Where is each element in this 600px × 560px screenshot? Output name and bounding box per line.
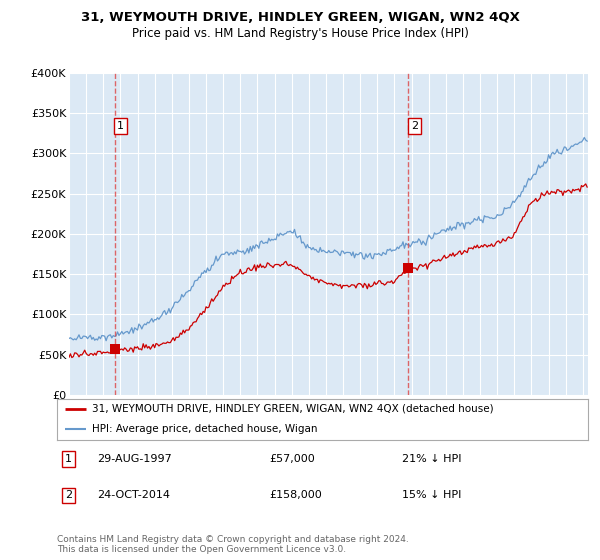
Text: Contains HM Land Registry data © Crown copyright and database right 2024.
This d: Contains HM Land Registry data © Crown c… bbox=[57, 535, 409, 554]
Text: 29-AUG-1997: 29-AUG-1997 bbox=[97, 454, 172, 464]
Text: HPI: Average price, detached house, Wigan: HPI: Average price, detached house, Wiga… bbox=[92, 424, 317, 435]
Text: Price paid vs. HM Land Registry's House Price Index (HPI): Price paid vs. HM Land Registry's House … bbox=[131, 27, 469, 40]
Text: 21% ↓ HPI: 21% ↓ HPI bbox=[402, 454, 461, 464]
Text: 15% ↓ HPI: 15% ↓ HPI bbox=[402, 491, 461, 500]
Text: 1: 1 bbox=[117, 121, 124, 131]
Text: 31, WEYMOUTH DRIVE, HINDLEY GREEN, WIGAN, WN2 4QX: 31, WEYMOUTH DRIVE, HINDLEY GREEN, WIGAN… bbox=[80, 11, 520, 24]
Text: £158,000: £158,000 bbox=[269, 491, 322, 500]
Text: 31, WEYMOUTH DRIVE, HINDLEY GREEN, WIGAN, WN2 4QX (detached house): 31, WEYMOUTH DRIVE, HINDLEY GREEN, WIGAN… bbox=[92, 404, 493, 414]
Text: 24-OCT-2014: 24-OCT-2014 bbox=[97, 491, 170, 500]
Text: 2: 2 bbox=[411, 121, 418, 131]
Text: 1: 1 bbox=[65, 454, 72, 464]
Text: £57,000: £57,000 bbox=[269, 454, 315, 464]
Text: 2: 2 bbox=[65, 491, 72, 500]
